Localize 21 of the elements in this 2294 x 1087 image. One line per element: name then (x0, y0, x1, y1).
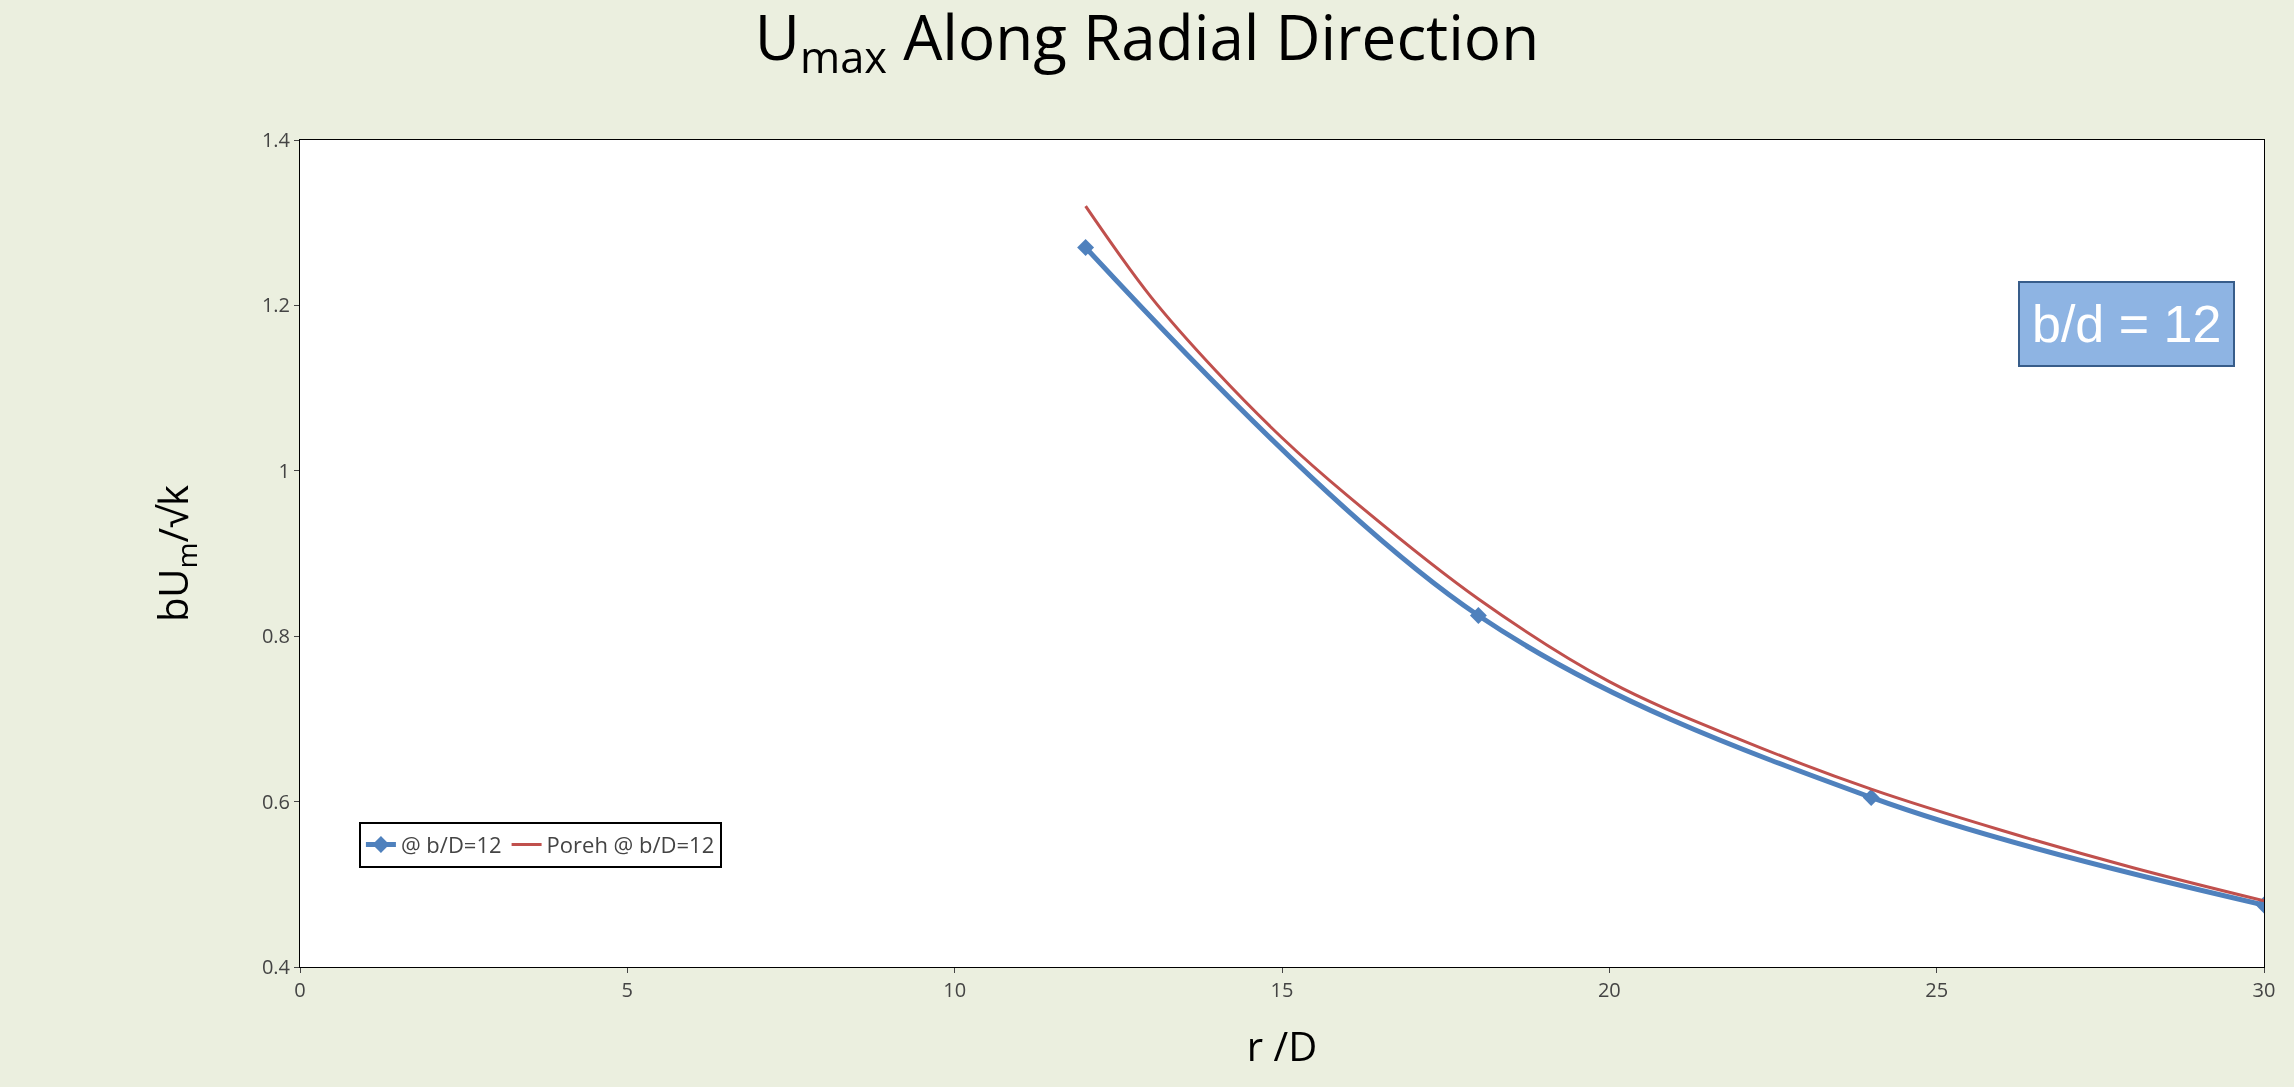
point (1862, 789, 1880, 806)
y-tick-label: 0.6 (261, 787, 290, 815)
point (1469, 607, 1487, 624)
y-tick-label: 0.8 (261, 622, 290, 650)
x-axis-title: r /D (1246, 1017, 1318, 1073)
x-tick-label: 5 (621, 976, 634, 1003)
x-tick-label: 20 (1597, 976, 1621, 1003)
y-tick-label: 1.4 (261, 126, 291, 153)
annotation: b/d = 12 (2032, 295, 2222, 353)
x-tick-label: 0 (294, 976, 306, 1003)
y-tick-label: 1 (278, 456, 290, 484)
legend-label: Poreh @ b/D=12 (546, 829, 715, 860)
x-tick-label: 30 (2252, 976, 2276, 1003)
x-tick-label: 15 (1270, 976, 1294, 1003)
x-tick-label: 25 (1925, 976, 1949, 1003)
x-tick-label: 10 (943, 976, 967, 1003)
point (1077, 239, 1095, 256)
y-tick-label: 0.4 (261, 953, 291, 980)
legend-label: @ b/D=12 (400, 829, 502, 860)
chart-title: U$_{max}$ Along Radial Direction (754, 0, 1540, 86)
y-tick-label: 1.2 (261, 291, 290, 319)
